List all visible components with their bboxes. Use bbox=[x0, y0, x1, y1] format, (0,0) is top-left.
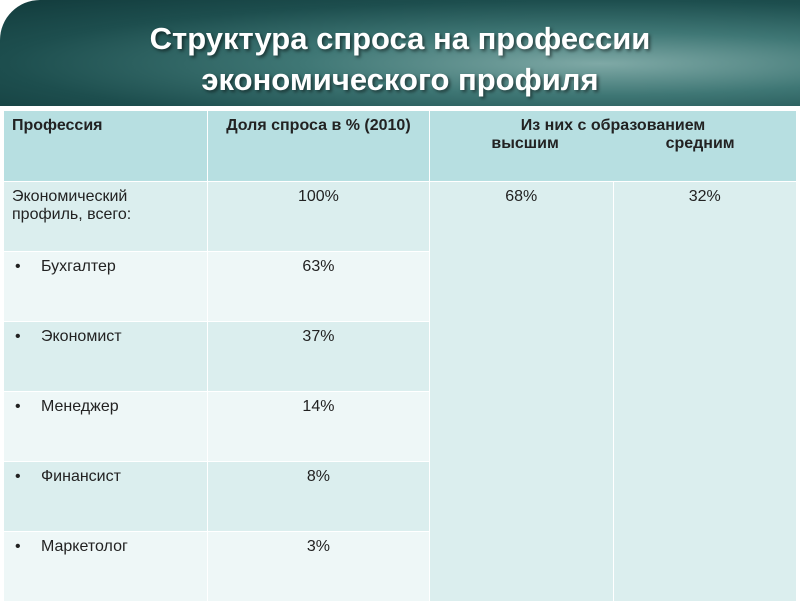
bullet: • bbox=[15, 468, 21, 485]
header-cell: Доля спроса в % (2010) bbox=[206, 110, 431, 182]
cell: 14% bbox=[206, 391, 431, 462]
cell-text: Бухгалтер bbox=[41, 258, 116, 275]
bullet: • bbox=[15, 398, 21, 415]
bullet: • bbox=[15, 538, 21, 555]
row: • Бухгалтер 63% bbox=[3, 251, 797, 322]
cell: • Маркетолог bbox=[3, 531, 208, 602]
cell: 68% bbox=[429, 181, 614, 602]
cell: 63% bbox=[206, 251, 431, 322]
cell: 8% bbox=[206, 461, 431, 532]
cell: 32% bbox=[612, 181, 797, 602]
cell-text: Маркетолог bbox=[41, 538, 128, 555]
cell: • Бухгалтер bbox=[3, 251, 208, 322]
bullet: • bbox=[15, 258, 21, 275]
cell: 3% bbox=[206, 531, 431, 602]
row: • Финансист 8% bbox=[3, 461, 797, 532]
header-cell: Из них с образованием высшим средним bbox=[429, 110, 797, 182]
cell-text: Экономический профиль, всего: bbox=[12, 188, 132, 223]
row: • Менеджер 14% bbox=[3, 391, 797, 462]
title-line: экономического профиля bbox=[201, 62, 599, 97]
cell: Экономический профиль, всего: bbox=[3, 181, 208, 252]
row: • Экономист 37% bbox=[3, 321, 797, 392]
bullet: • bbox=[15, 328, 21, 345]
header-row: Профессия Доля спроса в % (2010) Из них … bbox=[3, 110, 797, 182]
header-text: Из них с образованием bbox=[520, 117, 706, 134]
cell: • Экономист bbox=[3, 321, 208, 392]
title: Структура спроса на профессии экономичес… bbox=[0, 18, 800, 100]
header-cell: Профессия bbox=[3, 110, 208, 182]
table: Профессия Доля спроса в % (2010) Из них … bbox=[3, 110, 797, 602]
subheader: высшим bbox=[491, 135, 559, 152]
subheaders: высшим средним bbox=[438, 135, 788, 153]
cell: • Финансист bbox=[3, 461, 208, 532]
row: Экономический профиль, всего: 100% 68% 32% bbox=[3, 181, 797, 602]
cell-text: Финансист bbox=[41, 468, 121, 485]
cell-text: Менеджер bbox=[41, 398, 119, 415]
title-line: Структура спроса на профессии bbox=[149, 21, 651, 56]
cell: 100% bbox=[206, 181, 431, 252]
cell-text: Экономист bbox=[41, 328, 122, 345]
title-banner bbox=[0, 0, 800, 106]
cell: • Менеджер bbox=[3, 391, 208, 462]
subheader: средним bbox=[665, 135, 735, 152]
cell: 37% bbox=[206, 321, 431, 392]
row: • Маркетолог 3% bbox=[3, 531, 797, 602]
